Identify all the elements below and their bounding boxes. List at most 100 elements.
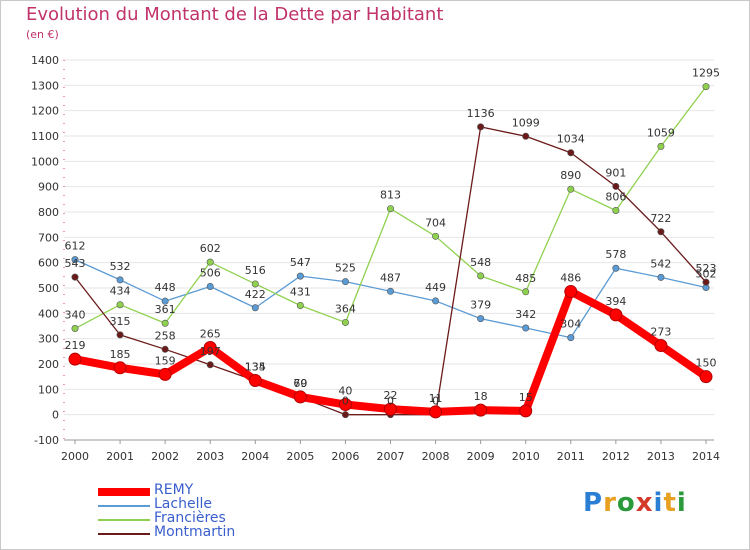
legend-swatch [98, 533, 150, 535]
data-label: 135 [245, 360, 266, 373]
data-label: 602 [200, 242, 221, 255]
data-point [341, 411, 349, 419]
x-tick-label: 2008 [422, 450, 450, 463]
data-point [248, 373, 262, 387]
data-label: 18 [474, 390, 488, 403]
data-point [71, 325, 79, 333]
data-label: 265 [200, 328, 221, 341]
data-point [116, 331, 124, 339]
data-point [251, 304, 259, 312]
data-label: 532 [110, 260, 131, 273]
data-label: 704 [425, 216, 446, 229]
data-point [113, 361, 127, 375]
data-label: 890 [560, 169, 581, 182]
data-point [567, 185, 575, 193]
data-point [338, 398, 352, 412]
data-point [251, 280, 259, 288]
proxiti-logo: Proxiti [583, 488, 687, 518]
y-tick-label: 800 [38, 206, 59, 219]
data-label: 159 [155, 354, 176, 367]
data-label: 0 [342, 395, 349, 408]
data-label: 185 [110, 348, 131, 361]
data-label: 523 [696, 262, 717, 275]
data-point [206, 258, 214, 266]
data-point [702, 83, 710, 91]
data-point [657, 142, 665, 150]
data-label: 431 [290, 285, 311, 298]
data-point [519, 404, 533, 418]
legend-label: Lachelle [154, 496, 212, 512]
data-label: 11 [429, 392, 443, 405]
x-tick-label: 2001 [106, 450, 134, 463]
data-label: 315 [110, 315, 131, 328]
data-point [161, 345, 169, 353]
data-label: 150 [696, 357, 717, 370]
y-tick-label: 300 [38, 333, 59, 346]
data-point [612, 206, 620, 214]
data-label: 15 [519, 391, 533, 404]
data-point [564, 285, 578, 299]
data-point [654, 339, 668, 353]
data-label: 342 [515, 308, 536, 321]
data-point [384, 402, 397, 416]
data-point [432, 297, 440, 305]
x-tick-label: 2011 [557, 450, 585, 463]
data-label: 485 [515, 272, 536, 285]
y-tick-label: 1400 [31, 54, 59, 67]
data-label: 547 [290, 256, 311, 269]
data-label: 1099 [512, 116, 540, 129]
legend-label: Francières [154, 510, 226, 526]
data-point [206, 282, 214, 290]
data-label: 364 [335, 302, 356, 315]
data-label: 487 [380, 271, 401, 284]
data-point [522, 132, 530, 140]
data-label: 1295 [692, 67, 720, 80]
data-point [71, 256, 79, 264]
y-tick-label: 200 [38, 358, 59, 371]
data-point [477, 315, 485, 323]
x-tick-label: 2012 [602, 450, 630, 463]
data-point [116, 276, 124, 284]
x-tick-label: 2013 [647, 450, 675, 463]
data-label: 548 [470, 256, 491, 269]
data-point [116, 301, 124, 309]
data-point [386, 287, 394, 295]
data-point [474, 403, 488, 417]
chart-title: Evolution du Montant de la Dette par Hab… [26, 4, 444, 25]
data-label: 379 [470, 299, 491, 312]
data-point [612, 182, 620, 190]
data-label: 502 [696, 267, 717, 280]
data-label: 0 [432, 395, 439, 408]
data-label: 813 [380, 189, 401, 202]
data-label: 0 [387, 395, 394, 408]
x-tick-label: 2010 [512, 450, 540, 463]
data-label: 70 [293, 377, 307, 390]
data-label: 448 [155, 281, 176, 294]
data-point [341, 278, 349, 286]
data-label: 69 [293, 377, 307, 390]
data-label: 1136 [467, 107, 495, 120]
data-label: 543 [65, 257, 86, 270]
data-point [702, 278, 710, 286]
data-label: 273 [650, 326, 671, 339]
data-label: 394 [605, 295, 626, 308]
data-point [522, 324, 530, 332]
data-point [477, 123, 485, 131]
data-point [699, 370, 713, 384]
data-label: 304 [560, 318, 581, 331]
x-tick-label: 2005 [286, 450, 314, 463]
data-point [71, 273, 79, 281]
data-point [522, 288, 530, 296]
data-label: 486 [560, 272, 581, 285]
data-point [161, 319, 169, 327]
chart-subtitle: (en €) [26, 28, 59, 41]
data-point [158, 367, 172, 381]
data-label: 542 [650, 257, 671, 270]
data-point [657, 273, 665, 281]
y-tick-label: 600 [38, 257, 59, 270]
data-point [477, 272, 485, 280]
y-tick-label: 1000 [31, 155, 59, 168]
legend-swatch [98, 519, 150, 521]
data-label: 40 [338, 385, 352, 398]
legend-swatch [98, 488, 150, 496]
